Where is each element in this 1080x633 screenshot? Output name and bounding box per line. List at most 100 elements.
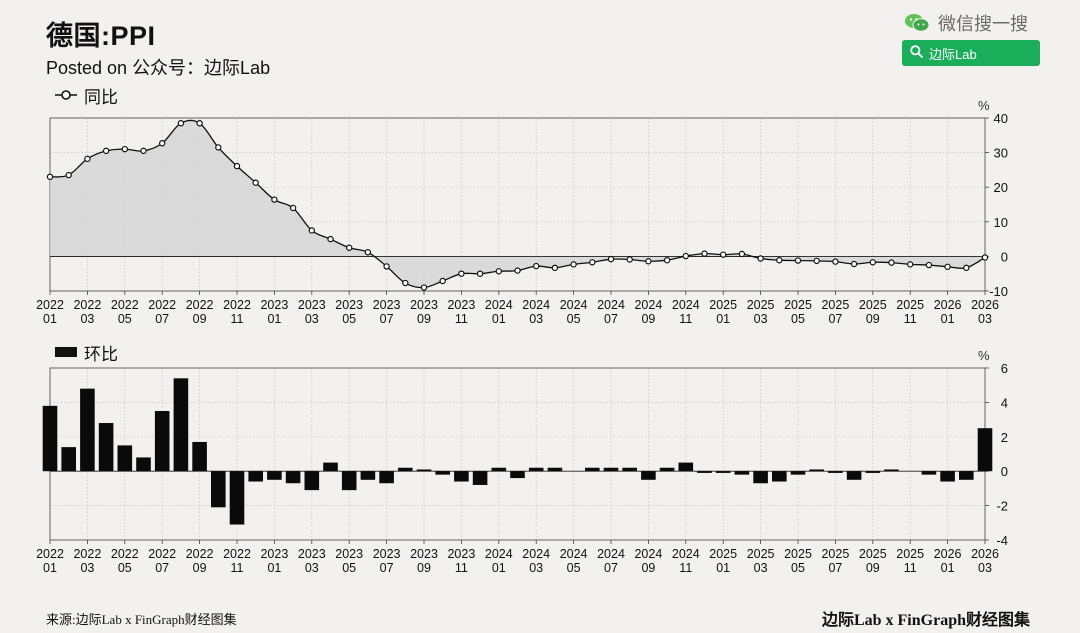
mom-bar [865,471,881,473]
mom-ytick-label: 4 [1001,395,1008,410]
mom-xtick-year: 2022 [223,547,251,561]
yoy-point [196,119,203,127]
mom-xtick-month: 05 [567,561,581,575]
yoy-point [495,268,502,275]
mom-bar [547,467,563,472]
yoy-xtick-month: 05 [342,312,356,326]
yoy-xtick-year: 2023 [298,298,326,312]
mom-bar [846,471,862,480]
mom-xtick-year: 2025 [859,547,887,561]
yoy-xtick-year: 2023 [410,298,438,312]
mom-xtick-month: 11 [679,561,692,575]
yoy-point [682,252,690,260]
yoy-xtick-year: 2022 [111,298,139,312]
yoy-point [252,179,259,186]
yoy-point [720,251,727,258]
mom-xtick-year: 2024 [672,547,700,561]
yoy-point [346,244,353,251]
mom-frame [49,367,986,541]
yoy-point [607,255,615,263]
yoy-unit-label: % [978,98,990,113]
yoy-point [963,264,970,272]
mom-bar [229,471,245,525]
mom-xtick-month: 03 [305,561,319,575]
mom-xtick-month: 01 [43,561,57,575]
mom-bar [360,471,376,480]
yoy-point [102,147,110,155]
mom-xtick-month: 11 [231,561,244,575]
mom-bar [117,445,133,472]
yoy-xtick-year: 2023 [447,298,475,312]
yoy-xtick-year: 2024 [560,298,588,312]
mom-bar [753,471,768,484]
mom-xtick-month: 01 [492,561,506,575]
yoy-ytick-label: -10 [989,284,1008,299]
mom-bar [659,467,675,472]
mom-ytick-label: 2 [1001,430,1008,445]
yoy-xtick-month: 07 [828,312,842,326]
yoy-point [645,258,652,265]
yoy-point [308,227,315,234]
mom-xtick-year: 2022 [73,547,101,561]
search-text: 边际Lab [929,46,977,62]
yoy-xtick-year: 2024 [522,298,550,312]
yoy-ytick-label: 20 [994,180,1008,195]
yoy-xtick-month: 01 [941,312,955,326]
mom-bar [959,471,974,480]
yoy-point [850,260,858,268]
mom-bar [341,471,357,491]
yoy-xtick-year: 2025 [747,298,775,312]
yoy-xtick-month: 07 [155,312,169,326]
mom-xtick-month: 03 [978,561,992,575]
yoy-xtick-year: 2026 [971,298,999,312]
yoy-xtick-month: 07 [380,312,394,326]
mom-bar [472,471,488,485]
yoy-xtick-year: 2022 [223,298,251,312]
yoy-point [981,254,989,261]
yoy-point [420,284,428,291]
wechat-search-box[interactable]: 边际Lab [902,40,1040,66]
legend-yoy: 同比 [54,83,118,108]
mom-xtick-year: 2023 [260,547,288,561]
yoy-xtick-month: 03 [978,312,992,326]
legend-yoy-label: 同比 [84,88,118,107]
mom-bar [528,467,544,472]
yoy-point [439,277,446,285]
mom-xtick-year: 2022 [36,547,64,561]
mom-bar [772,471,787,482]
yoy-xtick-month: 03 [754,312,768,326]
yoy-point [271,196,278,203]
wechat-icon [904,13,930,33]
yoy-point [289,204,297,212]
yoy-point [121,145,129,153]
mom-bar [884,469,899,472]
mom-bar [42,405,58,472]
yoy-area [50,120,985,288]
mom-bar [61,447,76,472]
mom-xtick-month: 03 [754,561,768,575]
yoy-point [869,259,877,266]
mom-xtick-year: 2023 [410,547,438,561]
wechat-label: 微信搜一搜 [938,14,1028,34]
mom-xtick-month: 11 [904,561,917,575]
mom-ytick-label: -2 [996,499,1008,514]
yoy-point [888,259,895,266]
yoy-point [626,256,633,263]
mom-bar [790,471,806,475]
charts-canvas: -100102030402022012022032022052022072022… [36,111,1008,575]
mom-xtick-year: 2025 [709,547,737,561]
yoy-xtick-year: 2022 [148,298,176,312]
mom-bar [173,378,189,472]
mom-bar [435,471,450,475]
bar-marker-icon [54,343,78,363]
yoy-xtick-year: 2025 [709,298,737,312]
yoy-xtick-month: 01 [267,312,281,326]
mom-xtick-month: 03 [529,561,543,575]
mom-xtick-month: 09 [193,561,207,575]
mom-xtick-month: 07 [380,561,394,575]
mom-bar [809,469,824,472]
yoy-xtick-month: 11 [231,312,244,326]
mom-bar [379,471,394,484]
mom-bar [641,471,656,480]
yoy-xtick-month: 05 [791,312,805,326]
